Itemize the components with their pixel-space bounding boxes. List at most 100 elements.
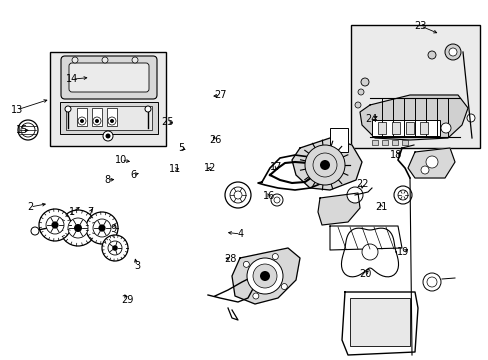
Circle shape (229, 187, 245, 203)
Bar (60, 102, 158, 134)
Circle shape (422, 273, 440, 291)
Circle shape (252, 293, 258, 299)
Circle shape (105, 134, 110, 139)
Circle shape (357, 89, 363, 95)
Text: 15: 15 (16, 125, 28, 135)
Text: 13: 13 (11, 105, 23, 115)
Circle shape (51, 221, 59, 229)
Circle shape (397, 190, 407, 200)
Circle shape (466, 114, 474, 122)
Text: 28: 28 (224, 254, 237, 264)
Circle shape (281, 284, 287, 289)
Circle shape (246, 258, 283, 294)
Bar (349, 298, 409, 346)
Circle shape (252, 264, 276, 288)
Text: 9: 9 (110, 224, 116, 234)
Circle shape (346, 187, 362, 203)
Polygon shape (359, 95, 467, 140)
Circle shape (319, 160, 329, 170)
Bar (371, 120, 439, 136)
Circle shape (360, 78, 368, 86)
Circle shape (78, 117, 86, 125)
FancyBboxPatch shape (61, 56, 157, 99)
Text: 1: 1 (69, 207, 75, 217)
Text: 8: 8 (104, 175, 110, 185)
Circle shape (243, 261, 249, 267)
Bar (50, 52, 165, 146)
Text: 2: 2 (27, 202, 33, 212)
Circle shape (108, 117, 116, 125)
Circle shape (273, 197, 280, 203)
Circle shape (361, 244, 377, 260)
Circle shape (305, 145, 345, 185)
Circle shape (80, 119, 84, 123)
Bar (401, 140, 407, 145)
Bar (92, 108, 102, 126)
Circle shape (272, 253, 278, 260)
Polygon shape (407, 148, 454, 178)
Polygon shape (291, 138, 361, 190)
Bar (66, 106, 152, 130)
Text: 17: 17 (269, 162, 282, 172)
Bar (381, 140, 387, 145)
Circle shape (426, 277, 436, 287)
Text: 16: 16 (262, 191, 275, 201)
Circle shape (108, 241, 122, 255)
Text: 19: 19 (396, 247, 409, 257)
Polygon shape (341, 292, 417, 355)
Circle shape (21, 123, 35, 137)
Circle shape (31, 227, 39, 235)
Polygon shape (341, 228, 398, 277)
Circle shape (270, 194, 283, 206)
Bar (377, 122, 385, 134)
Text: 11: 11 (168, 164, 181, 174)
Circle shape (448, 48, 456, 56)
Circle shape (420, 166, 428, 174)
Circle shape (312, 153, 336, 177)
Circle shape (110, 119, 114, 123)
Bar (107, 108, 117, 126)
FancyBboxPatch shape (69, 63, 149, 92)
Circle shape (102, 57, 108, 63)
Circle shape (427, 51, 435, 59)
Circle shape (112, 245, 118, 251)
Circle shape (260, 271, 269, 281)
Circle shape (95, 119, 99, 123)
Bar (350, 25, 479, 148)
Bar (405, 122, 413, 134)
Circle shape (132, 57, 138, 63)
Text: 18: 18 (389, 150, 402, 160)
Circle shape (74, 224, 82, 232)
Text: 10: 10 (115, 155, 127, 165)
Circle shape (18, 120, 38, 140)
Circle shape (103, 131, 113, 141)
Text: 20: 20 (359, 269, 371, 279)
Circle shape (39, 209, 71, 241)
Circle shape (68, 218, 88, 238)
Circle shape (98, 224, 105, 231)
Bar (77, 108, 87, 126)
Circle shape (93, 117, 101, 125)
Text: 3: 3 (134, 261, 140, 271)
Circle shape (65, 106, 71, 112)
Polygon shape (317, 193, 359, 225)
Text: 14: 14 (66, 74, 79, 84)
Polygon shape (231, 248, 299, 304)
Text: 26: 26 (208, 135, 221, 145)
Text: 24: 24 (365, 114, 377, 124)
Text: 22: 22 (356, 179, 368, 189)
Text: 4: 4 (237, 229, 243, 239)
Circle shape (72, 57, 78, 63)
Text: 21: 21 (374, 202, 387, 212)
Circle shape (145, 106, 151, 112)
Circle shape (354, 102, 360, 108)
Text: 7: 7 (87, 207, 93, 217)
Circle shape (440, 123, 450, 133)
Circle shape (93, 219, 111, 237)
Text: 27: 27 (213, 90, 226, 100)
Circle shape (224, 182, 250, 208)
Bar (391, 122, 399, 134)
Text: 6: 6 (130, 170, 136, 180)
Circle shape (234, 191, 242, 199)
Circle shape (102, 235, 128, 261)
